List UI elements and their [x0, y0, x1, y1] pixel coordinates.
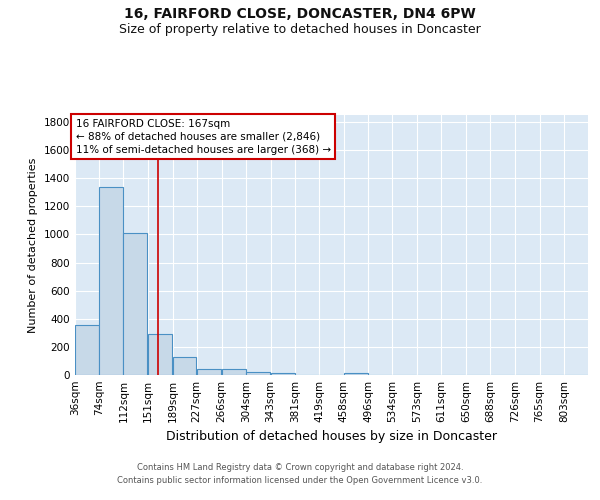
Bar [197, 369, 221, 375]
Bar [271, 373, 295, 375]
Bar [221, 369, 245, 375]
Text: 16, FAIRFORD CLOSE, DONCASTER, DN4 6PW: 16, FAIRFORD CLOSE, DONCASTER, DN4 6PW [124, 8, 476, 22]
Text: Contains HM Land Registry data © Crown copyright and database right 2024.: Contains HM Land Registry data © Crown c… [137, 464, 463, 472]
Bar [344, 373, 368, 375]
Text: 16 FAIRFORD CLOSE: 167sqm
← 88% of detached houses are smaller (2,846)
11% of se: 16 FAIRFORD CLOSE: 167sqm ← 88% of detac… [76, 118, 331, 155]
Bar [124, 233, 148, 375]
X-axis label: Distribution of detached houses by size in Doncaster: Distribution of detached houses by size … [166, 430, 497, 444]
Bar [99, 186, 123, 375]
Bar [75, 325, 99, 375]
Y-axis label: Number of detached properties: Number of detached properties [28, 158, 38, 332]
Text: Contains public sector information licensed under the Open Government Licence v3: Contains public sector information licen… [118, 476, 482, 485]
Text: Size of property relative to detached houses in Doncaster: Size of property relative to detached ho… [119, 22, 481, 36]
Bar [246, 372, 270, 375]
Bar [173, 356, 196, 375]
Bar [148, 334, 172, 375]
